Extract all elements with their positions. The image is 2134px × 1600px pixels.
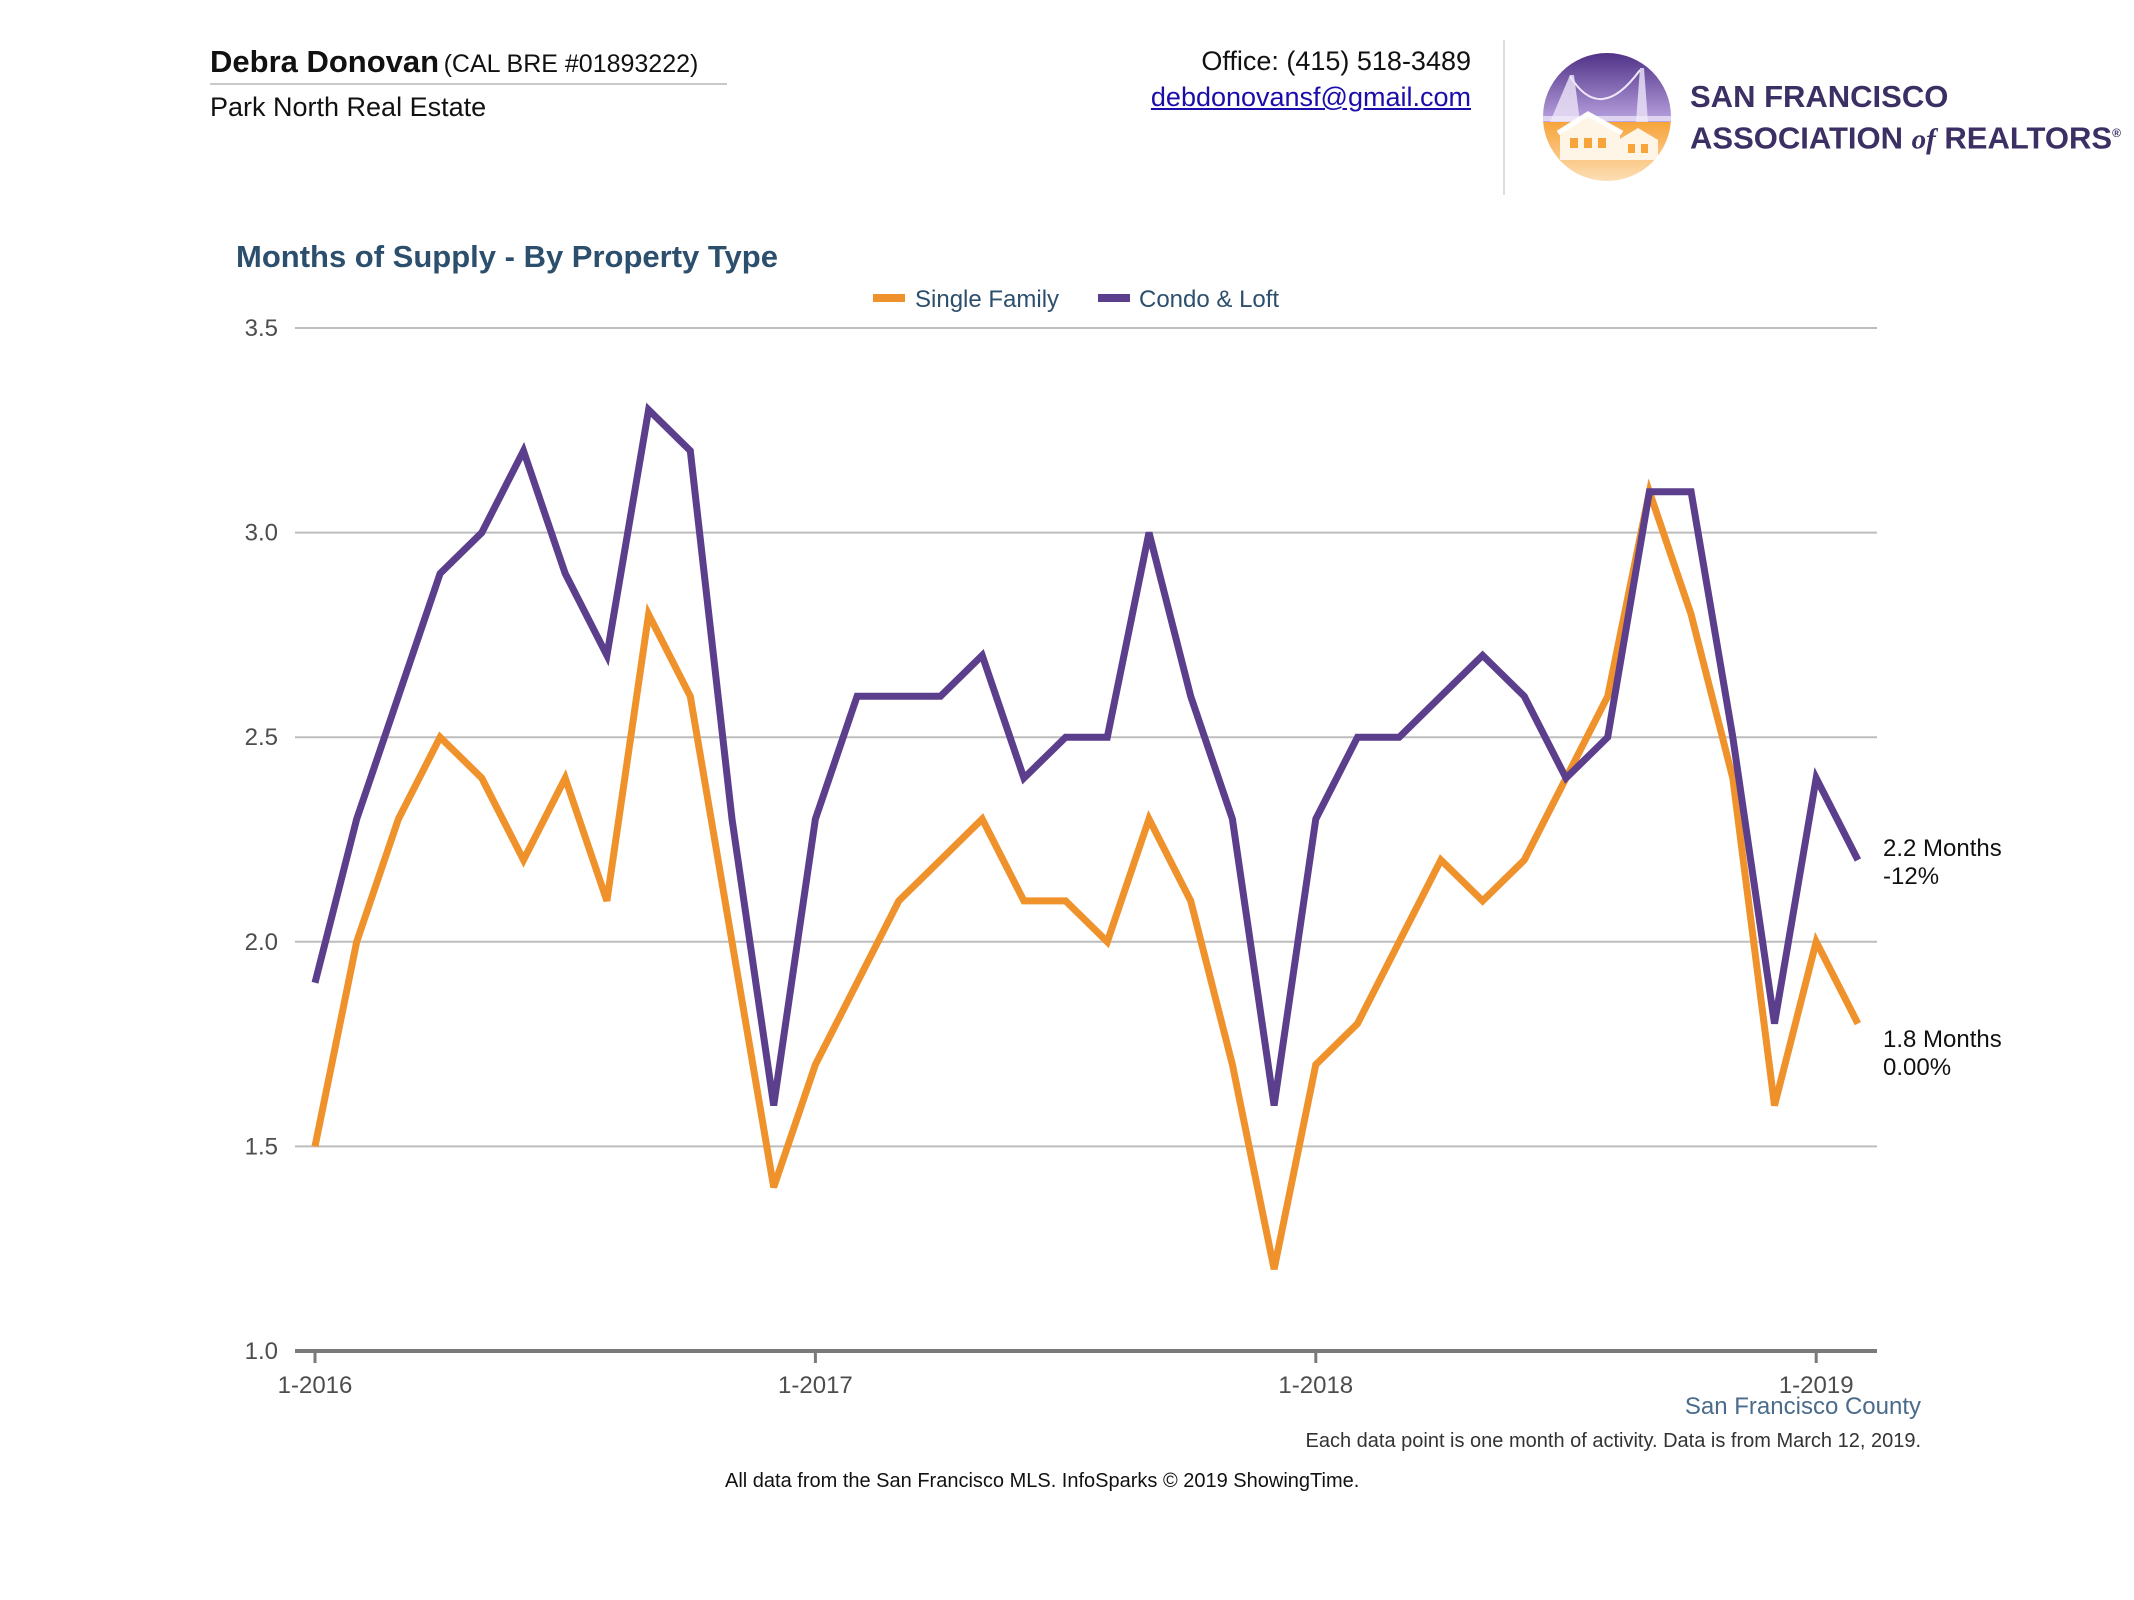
logo-line-1: SAN FRANCISCO [1690, 79, 1949, 114]
data-source: All data from the San Francisco MLS. Inf… [725, 1470, 1360, 1492]
series-line-single-family [311, 478, 1862, 1270]
x-tick-label: 1-2019 [1779, 1372, 1854, 1399]
y-tick-label: 3.5 [245, 315, 278, 342]
y-tick-label: 1.0 [245, 1338, 278, 1365]
legend-label-condo-loft: Condo & Loft [1139, 286, 1279, 313]
region-label: San Francisco County [1684, 1393, 1921, 1420]
agent-name: Debra Donovan [210, 44, 440, 79]
sfar-logo-icon [1543, 53, 1671, 181]
end-label-change: -12% [1883, 863, 1939, 890]
chart-legend: Single Family Condo & Loft [873, 286, 1279, 313]
sfar-logo-text: SAN FRANCISCO ASSOCIATION of REALTORS® [1690, 79, 2121, 157]
end-label-value: 1.8 Months [1883, 1026, 2002, 1053]
email-link[interactable]: debdonovansf@gmail.com [1150, 82, 1471, 112]
series-layer [311, 402, 1862, 1270]
x-tick-label: 1-2018 [1278, 1372, 1353, 1399]
axis-layer: 1.0 1.5 2.0 2.5 3.0 3.5 1-2016 1-2017 1-2018 1-20… [245, 315, 1877, 1399]
legend-label-single-family: Single Family [915, 286, 1059, 313]
data-note: Each data point is one month of activity… [1305, 1430, 1922, 1452]
grid-layer [295, 327, 1877, 1148]
y-tick-label: 3.0 [245, 520, 278, 547]
end-label-change: 0.00% [1883, 1054, 1951, 1081]
y-tick-label: 1.5 [245, 1133, 278, 1160]
y-tick-label: 2.5 [245, 724, 278, 751]
logo-line-2: ASSOCIATION of REALTORS® [1690, 120, 2121, 156]
agent-info: Debra Donovan (CAL BRE #01893222) [210, 44, 698, 80]
agent-license: (CAL BRE #01893222) [443, 50, 699, 78]
x-tick-label: 1-2017 [778, 1372, 853, 1399]
series-line-condo-loft [311, 402, 1862, 1107]
end-label-value: 2.2 Months [1883, 835, 2002, 862]
chart-title: Months of Supply - By Property Type [236, 239, 778, 274]
x-tick-label: 1-2016 [278, 1372, 353, 1399]
y-tick-label: 2.0 [245, 929, 278, 956]
office-phone: Office: (415) 518-3489 [1201, 46, 1471, 76]
agent-divider [210, 83, 727, 85]
agent-company: Park North Real Estate [210, 92, 487, 122]
header-divider [1503, 40, 1505, 195]
